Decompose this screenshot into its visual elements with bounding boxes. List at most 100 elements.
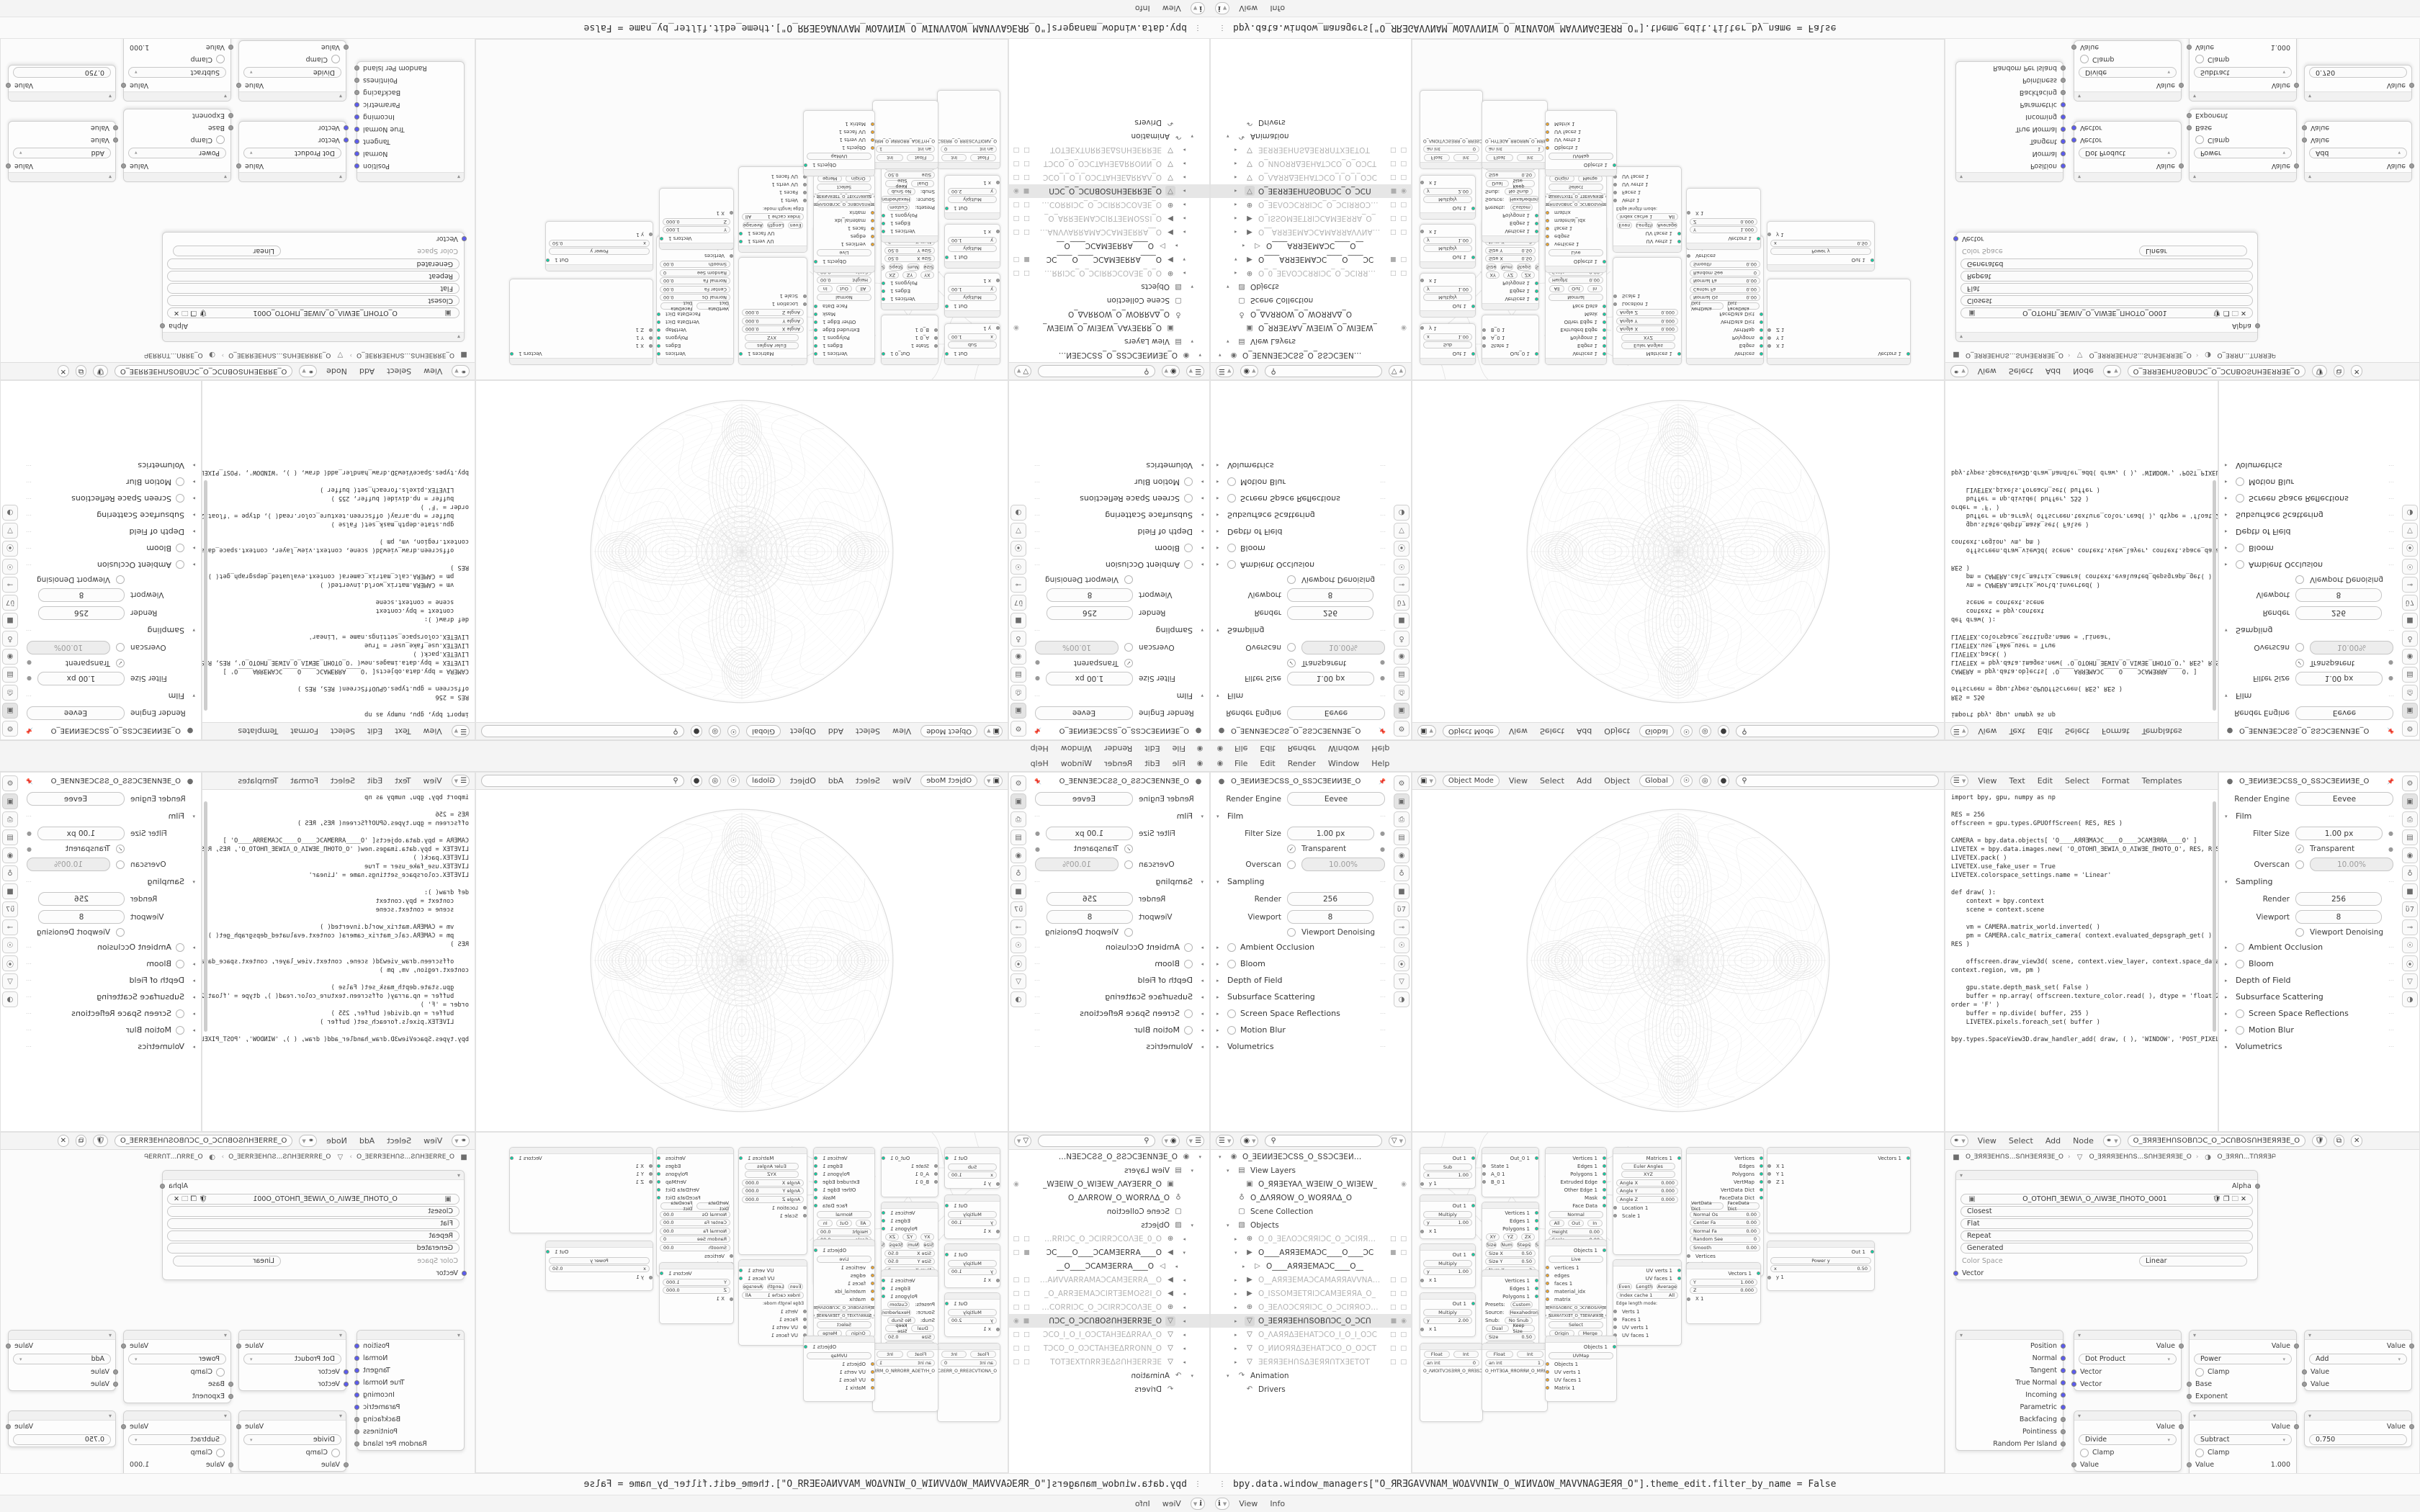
clamp-row[interactable]: Clamp: [2074, 53, 2181, 66]
node-header[interactable]: [1482, 1344, 1547, 1350]
output-socket[interactable]: [1603, 344, 1606, 348]
node-operation-select[interactable]: Multiply: [1423, 1210, 1472, 1218]
properties-tab-data-icon[interactable]: ▽: [2402, 523, 2418, 539]
output-socket[interactable]: [2179, 1424, 2184, 1429]
blender-logo-icon[interactable]: ◉: [1216, 760, 1224, 768]
output-socket[interactable]: [739, 232, 743, 235]
expand-chevron-icon[interactable]: ▸: [1183, 1345, 1186, 1351]
select-value[interactable]: XYZ: [1621, 334, 1675, 342]
select-value[interactable]: Custom: [1510, 1300, 1533, 1308]
colorspace-select[interactable]: Linear: [2139, 1256, 2247, 1266]
output-socket[interactable]: [546, 1250, 550, 1254]
node-field[interactable]: Z 0.000: [1690, 218, 1757, 225]
section-enable-checkbox[interactable]: [2236, 560, 2244, 570]
animate-dot-icon[interactable]: ●: [2388, 845, 2393, 852]
property-value-field[interactable]: 1.00 px: [2295, 827, 2383, 840]
topbar-menu-render[interactable]: Render: [1287, 744, 1316, 753]
text-menu-templates[interactable]: Templates: [238, 776, 279, 786]
node-output-socket-row[interactable]: UV verts 1: [1613, 238, 1681, 246]
field-value[interactable]: 1: [1537, 1359, 1541, 1366]
node-output-socket-row[interactable]: Extruded Edge: [814, 326, 874, 334]
geometry-output-7[interactable]: Pointiness: [354, 1426, 464, 1438]
output-socket[interactable]: [1760, 328, 1763, 332]
field-value[interactable]: 0.000: [1661, 1179, 1675, 1186]
node-output2-socket-row[interactable]: faces 1: [814, 1279, 874, 1287]
node-output-socket-row[interactable]: Vectors 1: [1687, 235, 1760, 243]
property-section-0[interactable]: ▾ Film ⋯: [1211, 688, 1392, 704]
field-value[interactable]: 1: [879, 146, 883, 153]
node-toggle-row[interactable]: VertData Dict FaceData Dict: [1687, 301, 1763, 312]
math-operation-select[interactable]: Subtract ▾: [2194, 1434, 2292, 1445]
properties-tab-particles-icon[interactable]: ⊸: [1394, 577, 1410, 593]
topbar-menu-file[interactable]: File: [1234, 744, 1248, 753]
expand-chevron-icon[interactable]: ▾: [1227, 1372, 1229, 1379]
node-header[interactable]: [546, 1241, 653, 1248]
property-row-1-2[interactable]: Viewport Denoising: [2219, 573, 2401, 586]
node-header[interactable]: ▾: [2074, 172, 2181, 181]
node-header[interactable]: [1767, 264, 1874, 271]
output-socket[interactable]: [354, 139, 359, 144]
input-socket[interactable]: [1420, 1229, 1424, 1233]
math-input-row-0[interactable]: Value 1.000: [124, 41, 233, 53]
output-socket[interactable]: [882, 297, 885, 301]
node-search-field[interactable]: Select: [1549, 1320, 1603, 1328]
field-value[interactable]: 0.50: [888, 1259, 899, 1264]
output-socket[interactable]: [2294, 1344, 2299, 1349]
math-operation-select[interactable]: Subtract ▾: [128, 67, 226, 78]
properties-tab-material-icon[interactable]: ◑: [1394, 991, 1410, 1007]
node-output-socket-row[interactable]: Vertices 1: [814, 350, 874, 358]
transform-orientation-select[interactable]: Global: [1639, 725, 1674, 737]
monitor-icon[interactable]: □: [1389, 201, 1397, 209]
outliner-row-3[interactable]: ♁ O_ΔΛЯЯOW_O_WOЯЯΛΔ_O: [1009, 307, 1209, 321]
breadcrumb-item-1[interactable]: O_ƎЯЯЯƎEHՈՏ...ՏՈHƎEЯЯƎE_O: [2089, 351, 2192, 359]
node-operation-select[interactable]: Sub: [1423, 341, 1472, 349]
node-tab[interactable]: All: [855, 285, 871, 293]
geometry-node-10[interactable]: UV verts 1 UV faces 1 Even Length Average Ind…: [738, 166, 807, 253]
monitor-filled-icon[interactable]: ■: [1390, 187, 1397, 195]
node-tab[interactable]: St+St: [1534, 264, 1539, 271]
node-output-color[interactable]: Alpha: [160, 320, 464, 332]
property-checkbox[interactable]: [1124, 928, 1133, 937]
input-socket-vector[interactable]: [1953, 1271, 1958, 1276]
property-section-3[interactable]: ▸ Bloom ⋯: [2219, 955, 2401, 972]
image-buttons[interactable]: 🛡 ❐ 🗀 ✕: [2212, 309, 2246, 318]
node-operation-select[interactable]: Power y: [1770, 1256, 1871, 1264]
output-socket[interactable]: [814, 336, 817, 340]
geometry-output-0[interactable]: Position: [1956, 160, 2066, 172]
text-menu-view[interactable]: View: [1978, 726, 1997, 736]
properties-tab-object-icon[interactable]: ■: [2402, 613, 2418, 629]
geometry-output-7[interactable]: Pointiness: [1956, 74, 2066, 86]
field-value[interactable]: 0.000: [1740, 219, 1754, 225]
node-field[interactable]: Y 1.000: [1690, 226, 1757, 234]
node-header[interactable]: [1613, 1148, 1681, 1154]
node-header[interactable]: [1613, 1260, 1681, 1266]
geometry-node-editor[interactable]: Out 1 Sub x 1.00 y 1 Out 1 Multiply y 1.00 x 1 Out…: [475, 1132, 1008, 1490]
node-output2-socket-row[interactable]: UV verts 1: [1546, 136, 1616, 144]
input-socket[interactable]: [996, 1229, 1000, 1233]
node-tab-row[interactable]: Float Int: [938, 1350, 1000, 1358]
output-socket[interactable]: [2061, 1417, 2066, 1422]
property-checkbox[interactable]: [1287, 575, 1296, 584]
node-header[interactable]: ▾: [124, 91, 230, 101]
output-socket[interactable]: [2061, 114, 2066, 120]
output-socket[interactable]: [657, 1180, 660, 1184]
input-socket[interactable]: [934, 328, 938, 332]
node-tab[interactable]: Length: [1635, 222, 1654, 230]
node-tab[interactable]: YZ: [902, 1233, 917, 1241]
node-header[interactable]: [1482, 358, 1538, 364]
proportional-edit-icon[interactable]: ◎: [1698, 725, 1711, 737]
outliner-row-6[interactable]: ▸ ⊕ O_0_ƎEΛOƆCЯЯIƆC_O_ƆCIЯЯOƆCΛ □ □: [1009, 266, 1209, 280]
node-header[interactable]: [1767, 1241, 1874, 1248]
field-value[interactable]: 0.00: [1746, 1220, 1757, 1225]
breadcrumb-item-2[interactable]: O_ƎЯЯՈ...TՈЯЯƎԲ: [143, 1153, 203, 1161]
outliner-row-14[interactable]: ▸ ▽ O_ИИOЯЯΔƎEHATƆCO_O_OƆCT □ □: [1211, 157, 1411, 171]
geometry-output-3[interactable]: True Normal: [1956, 123, 2066, 135]
input-socket[interactable]: [344, 1382, 349, 1387]
input-socket[interactable]: [2187, 125, 2192, 130]
node-toggle-row[interactable]: Dual Keep Size: [882, 1323, 938, 1334]
node-tab-row[interactable]: XY YZ ZX: [1482, 1233, 1538, 1241]
node-output2-socket-row[interactable]: UV faces 1: [1546, 128, 1616, 136]
node-header[interactable]: [1420, 1293, 1475, 1300]
properties-tab-modifier-icon[interactable]: ὒ7: [2402, 901, 2418, 917]
